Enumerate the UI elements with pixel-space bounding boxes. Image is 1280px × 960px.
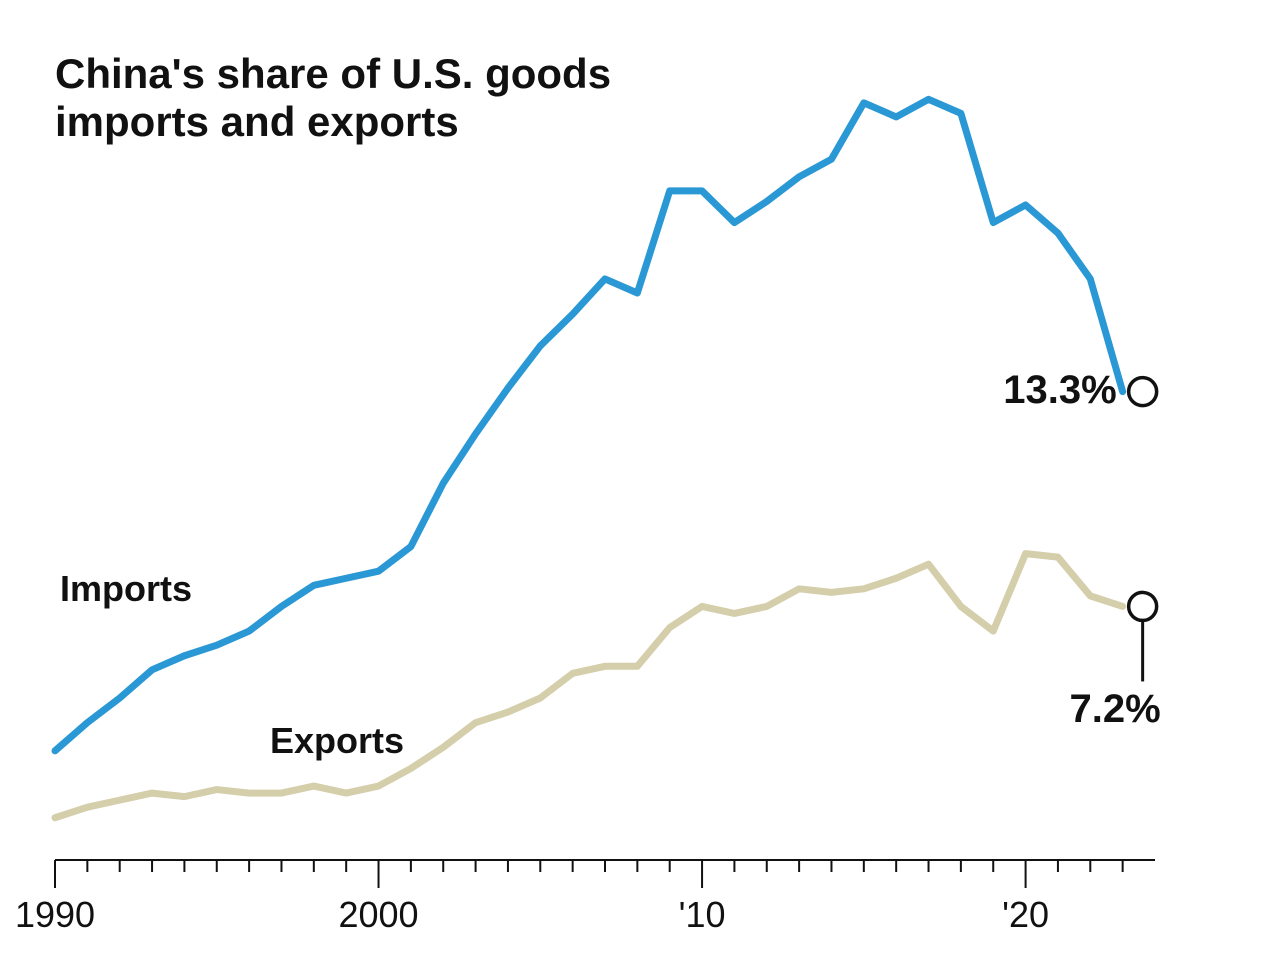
x-tick-label: '10 xyxy=(679,894,726,936)
chart-title: China's share of U.S. goods imports and … xyxy=(55,50,611,147)
trade-share-chart: China's share of U.S. goods imports and … xyxy=(0,0,1280,960)
x-tick-label: 1990 xyxy=(15,894,95,936)
end-label-imports: 13.3% xyxy=(1003,368,1116,413)
series-label-imports: Imports xyxy=(60,568,192,610)
series-label-exports: Exports xyxy=(270,720,404,762)
x-tick-label: '20 xyxy=(1002,894,1049,936)
x-tick-label: 2000 xyxy=(338,894,418,936)
end-label-exports: 7.2% xyxy=(1069,687,1160,732)
